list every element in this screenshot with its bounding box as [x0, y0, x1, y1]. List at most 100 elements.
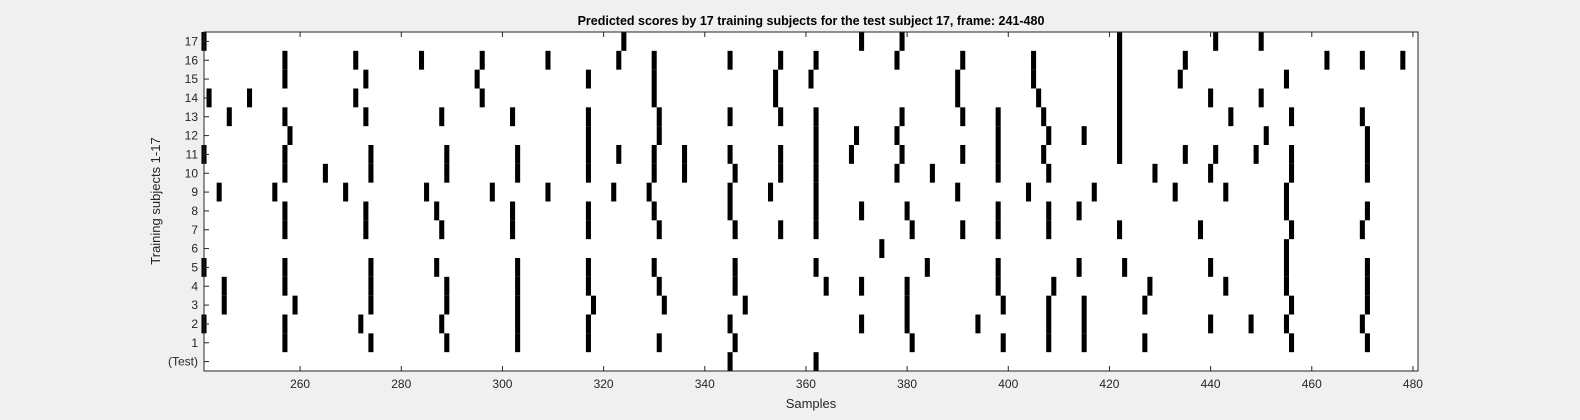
y-tick-label: 9 — [191, 185, 198, 199]
score-mark — [1076, 258, 1082, 277]
score-mark — [732, 163, 738, 183]
score-mark — [813, 258, 819, 277]
score-mark — [1364, 295, 1370, 315]
score-mark — [924, 258, 930, 277]
score-mark — [1122, 258, 1128, 277]
score-mark — [444, 276, 450, 296]
score-mark — [444, 145, 450, 164]
score-mark — [727, 50, 733, 70]
score-mark — [368, 295, 374, 315]
score-mark — [515, 333, 521, 353]
score-mark — [368, 276, 374, 296]
score-mark — [651, 201, 657, 221]
y-tick-label: 16 — [185, 53, 199, 67]
score-mark — [727, 145, 733, 164]
score-mark — [1081, 333, 1087, 353]
score-mark — [894, 50, 900, 70]
score-mark — [742, 295, 748, 315]
score-mark — [282, 163, 288, 183]
score-mark — [479, 50, 485, 70]
score-mark — [995, 276, 1001, 296]
score-mark — [1147, 276, 1153, 296]
score-mark — [1213, 145, 1219, 164]
score-mark — [515, 314, 521, 334]
score-mark — [353, 88, 359, 108]
score-mark — [859, 276, 865, 296]
score-mark — [282, 145, 288, 164]
score-mark — [363, 201, 369, 221]
score-mark — [282, 314, 288, 334]
score-mark — [1208, 258, 1214, 277]
score-mark — [995, 107, 1001, 127]
score-mark — [894, 163, 900, 183]
score-mark — [909, 333, 915, 353]
score-mark — [1046, 314, 1052, 334]
y-tick-label: 4 — [191, 279, 198, 293]
y-tick-label: 10 — [185, 166, 199, 180]
score-mark — [778, 50, 784, 70]
score-mark — [434, 258, 440, 277]
score-mark — [904, 295, 910, 315]
x-tick-label: 300 — [492, 377, 512, 391]
score-mark — [282, 201, 288, 221]
x-tick-label: 340 — [695, 377, 715, 391]
score-mark — [904, 201, 910, 221]
score-mark — [995, 258, 1001, 277]
score-mark — [813, 182, 819, 202]
score-mark — [585, 314, 591, 334]
score-mark — [1031, 50, 1037, 70]
score-mark — [899, 107, 905, 127]
score-mark — [287, 126, 293, 145]
score-mark — [1152, 163, 1158, 183]
score-mark — [226, 107, 232, 127]
score-mark — [778, 220, 784, 240]
score-mark — [585, 163, 591, 183]
score-mark — [474, 69, 480, 89]
score-mark — [545, 50, 551, 70]
score-mark — [732, 258, 738, 277]
score-mark — [656, 333, 662, 353]
score-mark — [1046, 163, 1052, 183]
score-mark — [732, 220, 738, 240]
score-mark — [1117, 220, 1123, 240]
score-mark — [899, 145, 905, 164]
score-mark — [1081, 295, 1087, 315]
score-mark — [732, 333, 738, 353]
score-mark — [358, 314, 364, 334]
score-mark — [1051, 276, 1057, 296]
score-mark — [955, 88, 961, 108]
score-mark — [1076, 201, 1082, 221]
score-mark — [1289, 220, 1295, 240]
y-tick-label: (Test) — [168, 355, 198, 369]
score-mark — [656, 276, 662, 296]
score-mark — [585, 107, 591, 127]
score-mark — [727, 201, 733, 221]
score-mark — [1359, 314, 1365, 334]
score-mark — [1046, 201, 1052, 221]
score-mark — [1263, 126, 1269, 145]
score-mark — [1289, 145, 1295, 164]
score-mark — [1248, 314, 1254, 334]
score-mark — [1364, 201, 1370, 221]
score-mark — [1142, 333, 1148, 353]
score-mark — [778, 107, 784, 127]
plot-frame — [203, 31, 1419, 372]
score-mark — [1177, 69, 1183, 89]
score-mark — [995, 163, 1001, 183]
score-mark — [995, 201, 1001, 221]
score-mark — [322, 163, 328, 183]
chart-title: Predicted scores by 17 training subjects… — [578, 14, 1045, 28]
score-mark — [813, 220, 819, 240]
score-mark — [1283, 258, 1290, 277]
score-mark — [424, 182, 430, 202]
score-mark — [545, 182, 551, 202]
x-tick-label: 480 — [1403, 377, 1423, 391]
score-mark — [1223, 276, 1229, 296]
score-mark — [1142, 295, 1148, 315]
y-tick-label: 7 — [191, 223, 198, 237]
score-mark — [1283, 314, 1290, 334]
x-tick-label: 260 — [290, 377, 310, 391]
score-mark — [1283, 239, 1290, 258]
score-mark — [727, 182, 733, 202]
score-mark — [823, 276, 829, 296]
